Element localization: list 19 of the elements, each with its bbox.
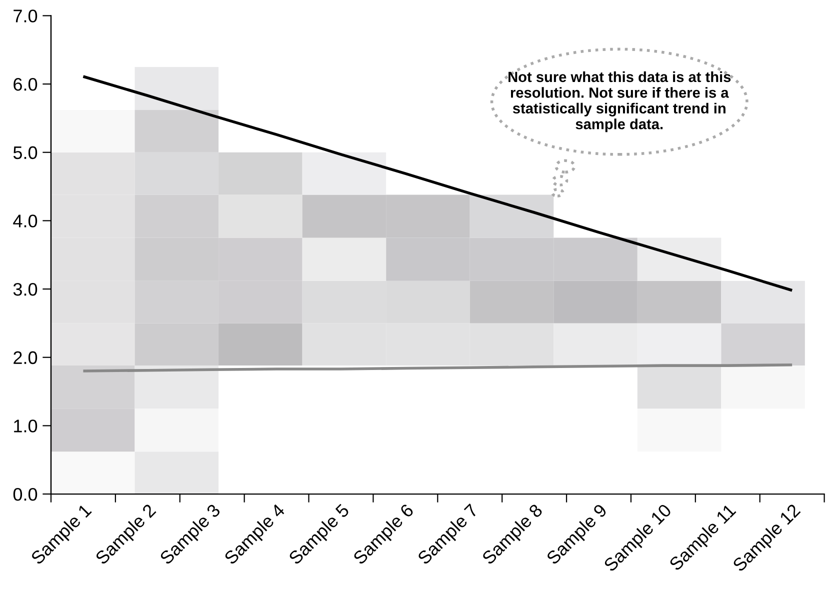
y-tick-label: 0.0	[13, 488, 38, 501]
y-tick-label: 5.0	[13, 146, 38, 160]
bar	[637, 238, 722, 281]
y-tick-label: 6.0	[14, 78, 38, 91]
bar	[134, 408, 219, 452]
bar	[134, 66, 219, 110]
bar	[721, 280, 805, 324]
y-tick-label: 2.0	[14, 351, 38, 364]
bar	[218, 323, 302, 366]
bar	[302, 238, 386, 281]
y-tick-label: 4.0	[13, 214, 38, 228]
y-tick-label: 3.0	[13, 282, 38, 296]
y-tick-label: 1.0	[14, 420, 38, 432]
bar	[218, 194, 302, 238]
bar	[302, 152, 386, 195]
bar	[470, 194, 554, 238]
annotation: Not sure what this data is at this resolution. Not sure if there is a statistically significant trend in sample data.	[508, 71, 731, 132]
y-tick-label: 7.0	[14, 10, 38, 22]
bar	[134, 366, 219, 409]
